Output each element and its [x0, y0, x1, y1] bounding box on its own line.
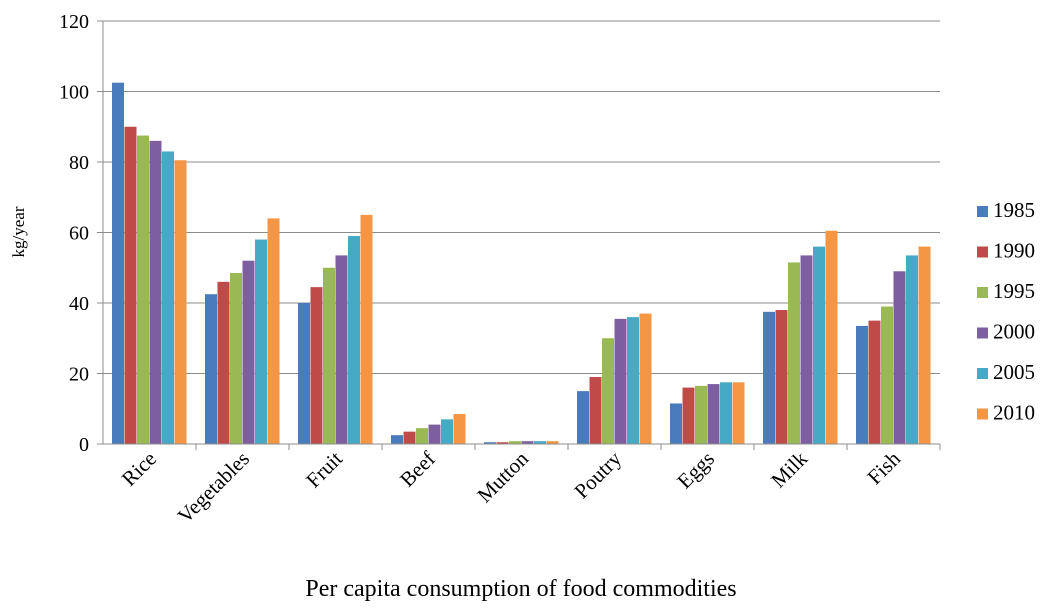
- legend-label-2010: 2010: [993, 401, 1035, 425]
- bar-vegetables-2000: [242, 260, 255, 444]
- legend-swatch-2000: [977, 327, 988, 339]
- bar-vegetables-1990: [217, 281, 230, 444]
- bar-fish-2010: [918, 246, 931, 444]
- legend-swatch-1990: [977, 246, 988, 258]
- bar-fruit-2000: [335, 255, 348, 444]
- bar-eggs-1995: [695, 385, 707, 444]
- legend-label-1990: 1990: [993, 239, 1035, 263]
- legend-swatch-2010: [977, 408, 988, 420]
- bar-beef-1985: [391, 435, 403, 444]
- bar-fish-1995: [881, 306, 893, 444]
- legend-swatch-2005: [977, 368, 988, 379]
- bar-vegetables-2010: [267, 218, 280, 444]
- bar-mutton-1995: [509, 441, 521, 444]
- x-category-label: Beef: [395, 447, 440, 492]
- bar-eggs-2000: [707, 384, 720, 444]
- bar-eggs-1990: [682, 387, 695, 444]
- legend-swatch-1985: [977, 206, 988, 217]
- bar-milk-2010: [825, 230, 838, 444]
- y-tick-label: 100: [59, 82, 89, 104]
- bar-beef-2000: [428, 424, 441, 444]
- x-category-label: Milk: [766, 446, 812, 492]
- y-tick-label: 120: [59, 11, 89, 33]
- bar-beef-2010: [453, 414, 466, 444]
- y-tick-labels: 0 20 40 60 80 100 120: [59, 11, 89, 456]
- legend-label-2000: 2000: [993, 320, 1035, 344]
- bar-rice-1985: [112, 82, 124, 444]
- bar-rice-2005: [162, 151, 174, 445]
- bar-beef-2005: [441, 419, 453, 444]
- x-axis-title: Per capita consumption of food commoditi…: [305, 576, 736, 602]
- bar-milk-2000: [800, 255, 813, 444]
- bar-milk-1985: [763, 311, 775, 444]
- x-category-label: Rice: [117, 447, 161, 491]
- bars: [112, 82, 931, 445]
- bar-fish-1985: [856, 325, 868, 444]
- bar-poutry-2000: [614, 318, 627, 444]
- bar-vegetables-1995: [230, 273, 242, 444]
- x-category-label: Mutton: [472, 446, 533, 507]
- bar-rice-2000: [149, 140, 162, 444]
- bar-mutton-2005: [534, 441, 546, 444]
- bar-eggs-2005: [720, 382, 732, 444]
- x-category-label: Fish: [862, 446, 905, 489]
- bar-mutton-2000: [521, 441, 534, 444]
- bar-fish-2005: [906, 255, 918, 444]
- bar-mutton-1990: [496, 442, 509, 444]
- legend-label-2005: 2005: [993, 360, 1035, 384]
- y-axis-title: kg/year: [9, 206, 28, 257]
- bar-mutton-1985: [484, 442, 496, 444]
- legend-swatch-1995: [977, 287, 988, 298]
- bar-vegetables-2005: [255, 239, 267, 444]
- bar-eggs-2010: [732, 382, 745, 444]
- y-tick-label: 20: [69, 364, 89, 386]
- bar-fruit-2010: [360, 214, 373, 444]
- bar-fruit-1990: [310, 287, 323, 444]
- bar-beef-1995: [416, 428, 428, 444]
- bar-poutry-2010: [639, 313, 652, 444]
- x-category-label: Eggs: [672, 447, 719, 494]
- y-tick-label: 0: [79, 434, 89, 456]
- bar-rice-1995: [137, 135, 149, 444]
- x-category-label: Vegetables: [173, 447, 254, 528]
- bar-eggs-1985: [670, 403, 682, 444]
- bar-vegetables-1985: [205, 294, 217, 444]
- bar-fish-1990: [868, 320, 881, 444]
- bar-fruit-1995: [323, 267, 335, 444]
- axes: [97, 20, 941, 450]
- bar-fruit-2005: [348, 236, 360, 444]
- bar-poutry-1990: [589, 377, 602, 444]
- bar-rice-1990: [124, 126, 137, 444]
- bar-fish-2000: [893, 271, 906, 444]
- bar-fruit-1985: [298, 303, 310, 444]
- y-tick-label: 80: [69, 152, 89, 174]
- bar-mutton-2010: [546, 441, 559, 444]
- bar-poutry-1985: [577, 391, 589, 444]
- legend-label-1985: 1985: [993, 198, 1035, 222]
- legend-label-1995: 1995: [993, 279, 1035, 303]
- bar-beef-1990: [403, 431, 416, 444]
- bar-poutry-1995: [602, 338, 614, 444]
- bar-milk-1995: [788, 262, 800, 444]
- x-category-label: Poutry: [569, 446, 626, 503]
- bar-rice-2010: [174, 160, 187, 445]
- y-tick-label: 40: [69, 293, 89, 315]
- legend: 1985 1990 1995 2000 2005 2010: [977, 198, 1035, 425]
- bar-milk-1990: [775, 310, 788, 444]
- bar-poutry-2005: [627, 317, 639, 444]
- bar-milk-2005: [813, 246, 825, 444]
- x-category-labels: Rice Vegetables Fruit Beef Mutton Poutry Eggs M…: [117, 446, 906, 528]
- x-category-label: Fruit: [301, 446, 347, 492]
- y-tick-label: 60: [69, 223, 89, 245]
